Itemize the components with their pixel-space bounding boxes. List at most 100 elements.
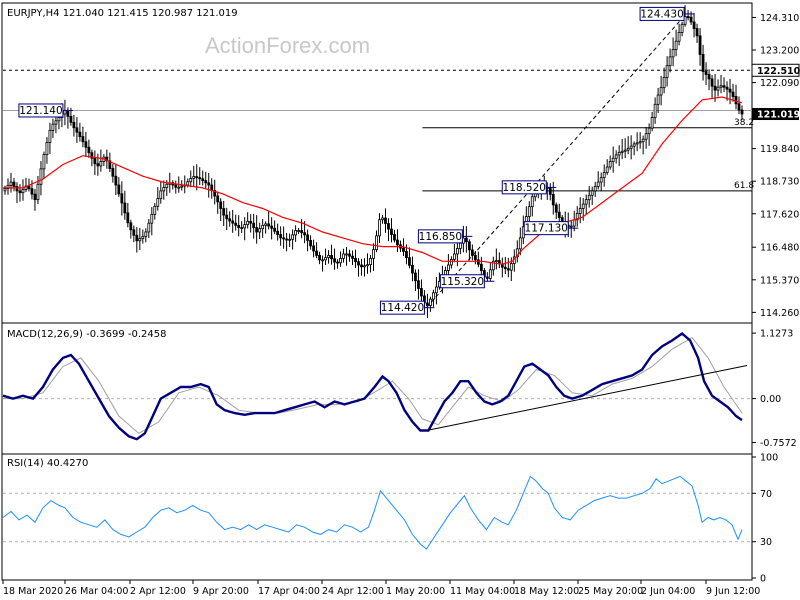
- candle-body: [635, 142, 639, 145]
- annotation-label: 114.420: [381, 302, 424, 314]
- candle-body: [177, 186, 181, 189]
- candle-body: [3, 188, 7, 192]
- candle-body: [237, 224, 241, 228]
- candle-body: [189, 178, 193, 183]
- candle-body: [240, 227, 244, 229]
- candle-body: [731, 91, 735, 97]
- candle-body: [719, 85, 723, 88]
- candle-body: [644, 133, 648, 140]
- candle-body: [144, 231, 148, 237]
- candle-body: [12, 181, 16, 187]
- macd-main-line: [2, 331, 743, 441]
- candle-body: [405, 251, 408, 259]
- candle-body: [294, 230, 298, 236]
- time-axis-tick-label: 2 Jun 04:00: [641, 586, 695, 597]
- candle-body: [674, 40, 678, 50]
- macd-axis-tick-label: -0.7572: [760, 438, 797, 449]
- macd-signal-line: [3, 336, 743, 435]
- candle-body: [210, 184, 214, 191]
- candle-body: [626, 147, 630, 151]
- price-candles: [3, 5, 744, 319]
- candle-body: [668, 56, 672, 67]
- candle-body: [9, 181, 13, 186]
- candle-body: [590, 190, 594, 196]
- candle-body: [689, 16, 693, 23]
- candle-body: [327, 255, 330, 259]
- annotation-box: [417, 229, 463, 244]
- candle-body: [515, 248, 519, 258]
- candle-body: [246, 220, 250, 226]
- candle-body: [111, 168, 115, 177]
- candle-body: [518, 237, 522, 250]
- candle-body: [357, 261, 360, 266]
- price-axis-tick-label: 122.090: [760, 78, 799, 89]
- candle-body: [479, 263, 483, 272]
- candle-body: [198, 177, 202, 180]
- candle-body: [593, 186, 597, 192]
- candle-body: [575, 213, 579, 221]
- candle-body: [213, 190, 217, 197]
- rsi-axis-tick-label: 0: [760, 574, 766, 585]
- price-panel-title: EURJPY,H4 121.040 121.415 120.987 121.01…: [7, 8, 238, 19]
- price-axis-tick-label: 115.370: [760, 275, 799, 286]
- candle-body: [584, 199, 588, 205]
- candle-body: [42, 154, 46, 170]
- time-axis-tick-label: 9 Jun 12:00: [706, 586, 760, 597]
- candle-body: [276, 230, 280, 235]
- candle-body: [264, 223, 268, 226]
- candle-body: [222, 208, 226, 216]
- rsi-axis-tick-label: 100: [760, 453, 778, 464]
- candle-body: [207, 182, 211, 186]
- candle-body: [285, 238, 289, 241]
- candle-body: [653, 103, 657, 118]
- candle-body: [530, 196, 534, 208]
- candle-body: [90, 152, 94, 159]
- candle-body: [390, 228, 393, 235]
- rsi-axis-tick-label: 30: [760, 537, 772, 548]
- candle-body: [485, 276, 489, 279]
- candle-body: [201, 178, 205, 182]
- candle-body: [455, 248, 459, 255]
- candle-body: [57, 117, 61, 122]
- candle-body: [464, 237, 468, 243]
- candle-body: [467, 241, 471, 251]
- candle-body: [267, 223, 271, 227]
- candle-body: [165, 183, 169, 188]
- candle-body: [587, 194, 591, 201]
- candle-body: [123, 202, 127, 214]
- candle-body: [632, 143, 636, 147]
- candle-body: [228, 218, 232, 222]
- time-axis-tick-label: 18 May 12:00: [514, 586, 579, 597]
- time-axis-tick-label: 25 May 20:00: [578, 586, 643, 597]
- candle-body: [614, 154, 618, 159]
- candle-body: [291, 234, 295, 240]
- candle-body: [548, 187, 552, 195]
- resistance-level-tag: [751, 63, 800, 77]
- moving-average-line: [3, 96, 743, 265]
- annotation-box: [379, 300, 425, 315]
- candle-body: [527, 206, 531, 217]
- candle-body: [686, 16, 690, 18]
- candle-body: [138, 238, 142, 242]
- candle-body: [707, 74, 711, 80]
- annotation-label: 115.320: [441, 276, 484, 288]
- candle-body: [195, 176, 199, 179]
- candle-body: [581, 203, 585, 209]
- candle-body: [503, 266, 507, 270]
- candle-body: [33, 193, 37, 201]
- candle-body: [426, 302, 429, 306]
- price-axis: 124.310123.200122.090120.980119.840118.7…: [752, 13, 800, 319]
- annotation-label: 116.850: [419, 231, 462, 243]
- candle-body: [288, 238, 292, 241]
- candle-body: [698, 35, 702, 55]
- candle-body: [66, 110, 70, 117]
- candle-body: [704, 71, 708, 75]
- price-axis-tick-label: 119.840: [760, 144, 799, 155]
- candle-body: [324, 257, 327, 261]
- candle-body: [677, 32, 681, 42]
- candle-body: [737, 103, 741, 111]
- candle-body: [417, 280, 420, 289]
- annotation-label: 117.130: [525, 223, 568, 235]
- rsi-axis: 100 70 30 0: [752, 453, 778, 585]
